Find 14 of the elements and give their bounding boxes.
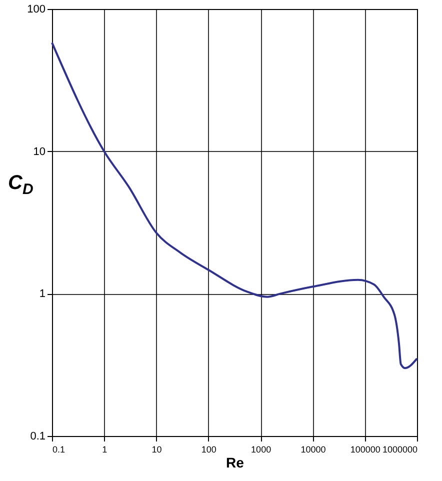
x-tick-label: 10	[152, 444, 162, 454]
y-tick-label: 100	[27, 4, 46, 16]
x-tick-label: 1	[102, 444, 108, 454]
x-tick-label: 0.1	[52, 444, 66, 454]
y-tick-label: 0.1	[30, 430, 46, 442]
y-tick-label: 10	[33, 146, 46, 158]
x-tick-label: 100	[201, 444, 216, 454]
x-tick-label: 100000	[350, 444, 380, 454]
y-tick-label: 1	[39, 288, 46, 300]
y-axis-title: C$_{D}$	[8, 172, 34, 198]
x-tick-label: 10000	[300, 444, 326, 454]
x-tick-label: 1000000	[382, 444, 418, 454]
x-tick-label: 1000	[251, 444, 272, 454]
x-axis-title: Re	[226, 454, 244, 470]
